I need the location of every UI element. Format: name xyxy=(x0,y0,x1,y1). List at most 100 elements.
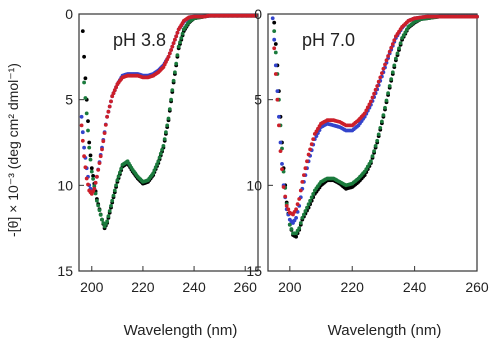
data-point xyxy=(273,72,278,76)
series-4 xyxy=(272,14,479,217)
data-point xyxy=(97,161,102,166)
data-point xyxy=(161,144,166,148)
data-point xyxy=(303,166,308,171)
data-point xyxy=(167,107,172,111)
data-point xyxy=(294,234,298,239)
data-point xyxy=(311,192,316,196)
data-point xyxy=(308,147,312,152)
data-point xyxy=(370,95,375,100)
data-point xyxy=(372,91,376,96)
data-point xyxy=(398,41,403,45)
data-point xyxy=(180,31,185,36)
data-point xyxy=(294,216,298,220)
data-point xyxy=(82,80,86,85)
data-point xyxy=(170,88,175,93)
data-point xyxy=(381,113,386,117)
x-tick-label: 200 xyxy=(278,279,302,295)
data-point xyxy=(100,217,104,222)
data-point xyxy=(152,168,157,173)
data-point xyxy=(111,91,116,96)
data-point xyxy=(156,159,161,164)
data-point xyxy=(157,155,162,160)
data-point xyxy=(165,123,170,128)
data-point xyxy=(97,208,102,213)
data-point xyxy=(286,207,291,212)
data-point xyxy=(119,166,124,171)
data-point xyxy=(103,123,108,127)
data-point xyxy=(297,197,302,201)
data-point xyxy=(162,137,167,142)
data-point xyxy=(297,226,302,231)
data-point xyxy=(392,38,397,42)
data-point xyxy=(367,102,372,107)
data-point xyxy=(109,204,113,208)
data-point xyxy=(278,149,283,154)
data-point xyxy=(175,53,180,57)
data-point xyxy=(275,97,280,102)
data-point xyxy=(395,51,400,56)
data-point xyxy=(106,214,111,219)
plot-frame xyxy=(267,13,478,272)
data-point xyxy=(387,49,392,54)
data-point xyxy=(303,209,308,213)
data-point xyxy=(170,44,175,49)
data-point xyxy=(92,184,97,189)
data-point xyxy=(118,170,122,175)
y-tick-label: 15 xyxy=(57,263,73,279)
x-tick-label: 200 xyxy=(80,279,104,295)
data-point xyxy=(306,202,311,207)
y-axis-label: -[θ] × 10⁻³ (deg cm² dmol⁻¹) xyxy=(5,63,21,237)
data-point xyxy=(378,126,383,130)
data-point xyxy=(308,198,312,203)
data-point xyxy=(302,173,306,178)
data-point xyxy=(475,14,479,19)
x-tick-label: 260 xyxy=(465,279,489,295)
data-point xyxy=(384,58,389,63)
data-point xyxy=(83,96,88,100)
data-point xyxy=(164,130,168,135)
data-point xyxy=(403,30,408,35)
data-point xyxy=(87,145,92,150)
data-point xyxy=(400,36,404,40)
data-point xyxy=(87,140,92,145)
data-point xyxy=(110,94,115,99)
x-tick-label: 220 xyxy=(341,279,365,295)
data-point xyxy=(364,108,369,113)
series-4 xyxy=(79,13,258,196)
data-point xyxy=(93,191,98,196)
y-tick-label: 0 xyxy=(65,6,73,22)
data-point xyxy=(86,182,90,187)
data-point xyxy=(115,178,120,183)
data-point xyxy=(283,194,288,199)
data-point xyxy=(166,54,171,59)
data-point xyxy=(277,123,281,128)
data-point xyxy=(171,78,176,83)
data-point xyxy=(386,54,390,58)
data-point xyxy=(302,212,306,217)
chart-panel-2: 0 5 10 15 200 220 240 260 Wavelength (nm) pH 7.0 xyxy=(246,6,488,339)
y-tick-label: 15 xyxy=(246,263,262,279)
data-point xyxy=(373,144,378,148)
data-point xyxy=(80,138,85,143)
data-point xyxy=(273,63,278,68)
data-point xyxy=(284,204,289,208)
data-point xyxy=(110,198,115,203)
data-point xyxy=(380,71,384,75)
data-point xyxy=(114,183,118,188)
y-tick-label: 5 xyxy=(65,92,73,108)
data-point xyxy=(376,132,381,137)
data-point xyxy=(105,114,109,119)
data-point xyxy=(82,154,86,159)
data-point xyxy=(91,174,95,178)
data-point xyxy=(83,76,88,81)
data-point xyxy=(158,151,163,156)
x-tick-label: 260 xyxy=(234,279,258,295)
series-1 xyxy=(80,13,258,231)
data-point xyxy=(273,50,278,55)
data-point xyxy=(309,195,314,200)
data-point xyxy=(153,165,158,170)
data-point xyxy=(91,177,95,181)
data-point xyxy=(401,33,406,38)
data-point xyxy=(370,154,375,159)
